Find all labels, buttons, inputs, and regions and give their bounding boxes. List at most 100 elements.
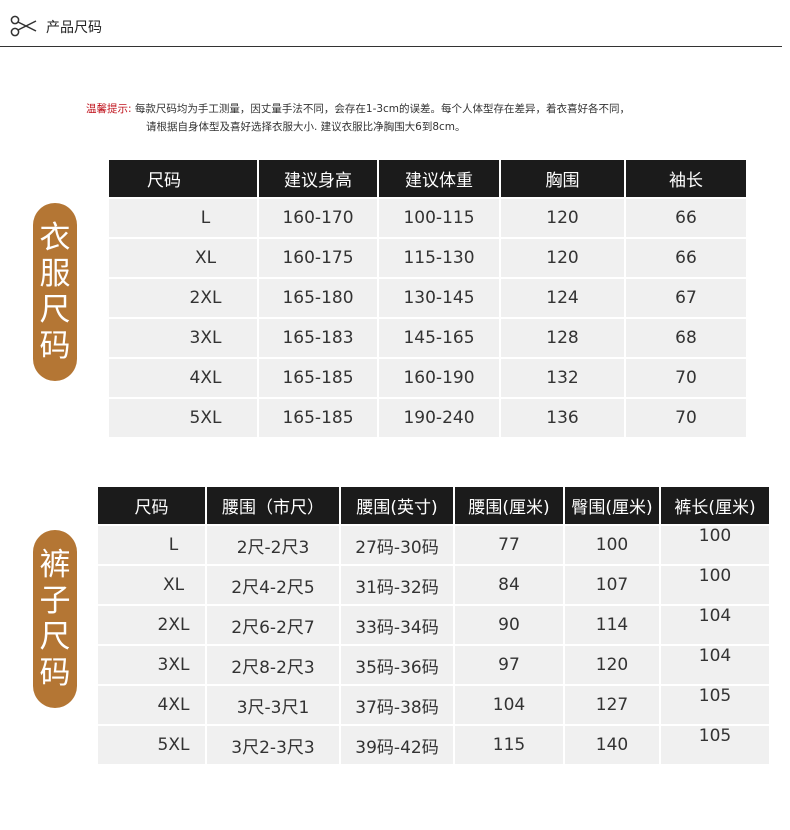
table-cell: 3尺2-3尺3: [207, 726, 339, 764]
table-cell: 160-170: [259, 199, 377, 237]
table-cell: 97: [455, 646, 563, 684]
column-header: 胸围: [501, 160, 624, 197]
column-header: 腰围（市尺）: [207, 487, 339, 524]
table-cell: 68: [626, 319, 746, 357]
table-cell: 190-240: [379, 399, 499, 437]
table-header-row: 尺码 腰围（市尺） 腰围(英寸) 腰围(厘米) 臀围(厘米) 裤长(厘米): [98, 487, 769, 524]
clothing-size-table: 尺码 建议身高 建议体重 胸围 袖长 L 160-170 100-115 120…: [107, 158, 748, 439]
table-row: 5XL 165-185 190-240 136 70: [109, 399, 746, 437]
page-header: 产品尺码: [0, 0, 790, 48]
table-cell: 136: [501, 399, 624, 437]
table-cell: 70: [626, 359, 746, 397]
table-cell: 2尺8-2尺3: [207, 646, 339, 684]
table-cell: 90: [455, 606, 563, 644]
column-header: 尺码: [98, 487, 205, 524]
table-cell: 4XL: [109, 359, 257, 397]
notice-line-1: 温馨提示: 每款尺码均为手工测量，因丈量手法不同，会存在1-3cm的误差。每个人…: [86, 100, 630, 118]
table-cell: 4XL: [98, 686, 205, 724]
table-cell: 160-175: [259, 239, 377, 277]
table-cell: 145-165: [379, 319, 499, 357]
table-cell: 132: [501, 359, 624, 397]
table-cell: 66: [626, 239, 746, 277]
table-cell: 5XL: [109, 399, 257, 437]
label-char: 子: [39, 583, 71, 619]
table-row: L 2尺-2尺3 27码-30码 77 100 100: [98, 526, 769, 564]
table-cell: 105: [661, 686, 769, 724]
pants-size-label: 裤 子 尺 码: [33, 530, 77, 708]
header-divider: [0, 46, 782, 47]
table-row: XL 160-175 115-130 120 66: [109, 239, 746, 277]
label-char: 裤: [39, 547, 71, 583]
table-cell: 77: [455, 526, 563, 564]
table-cell: 114: [565, 606, 659, 644]
table-cell: 5XL: [98, 726, 205, 764]
table-cell: 165-185: [259, 399, 377, 437]
table-cell: 3尺-3尺1: [207, 686, 339, 724]
table-row: 2XL 2尺6-2尺7 33码-34码 90 114 104: [98, 606, 769, 644]
column-header: 建议身高: [259, 160, 377, 197]
page-title: 产品尺码: [46, 20, 102, 36]
label-char: 码: [39, 655, 71, 691]
column-header: 袖长: [626, 160, 746, 197]
label-char: 服: [39, 256, 71, 292]
table-cell: 104: [661, 606, 769, 644]
column-header: 尺码: [109, 160, 257, 197]
label-char: 衣: [39, 220, 71, 256]
table-row: 4XL 3尺-3尺1 37码-38码 104 127 105: [98, 686, 769, 724]
table-cell: 105: [661, 726, 769, 764]
table-cell: 2尺-2尺3: [207, 526, 339, 564]
table-cell: 70: [626, 399, 746, 437]
label-char: 尺: [39, 292, 71, 328]
notice-text-1: 每款尺码均为手工测量，因丈量手法不同，会存在1-3cm的误差。每个人体型存在差异…: [134, 103, 631, 115]
table-cell: 27码-30码: [341, 526, 453, 564]
table-row: XL 2尺4-2尺5 31码-32码 84 107 100: [98, 566, 769, 604]
table-cell: 100-115: [379, 199, 499, 237]
table-cell: 3XL: [109, 319, 257, 357]
column-header: 臀围(厘米): [565, 487, 659, 524]
table-row: 3XL 165-183 145-165 128 68: [109, 319, 746, 357]
table-cell: 2尺6-2尺7: [207, 606, 339, 644]
table-cell: 165-183: [259, 319, 377, 357]
notice-label: 温馨提示:: [86, 103, 132, 115]
table-cell: 165-180: [259, 279, 377, 317]
table-cell: 160-190: [379, 359, 499, 397]
table-cell: 128: [501, 319, 624, 357]
notice-line-2: 请根据自身体型及喜好选择衣服大小. 建议衣服比净胸围大6到8cm。: [146, 121, 466, 133]
table-cell: 2XL: [109, 279, 257, 317]
table-cell: 115-130: [379, 239, 499, 277]
table-cell: 35码-36码: [341, 646, 453, 684]
table-cell: L: [98, 526, 205, 564]
column-header: 腰围(厘米): [455, 487, 563, 524]
table-cell: 100: [565, 526, 659, 564]
column-header: 腰围(英寸): [341, 487, 453, 524]
table-cell: L: [109, 199, 257, 237]
table-row: 2XL 165-180 130-145 124 67: [109, 279, 746, 317]
table-cell: 104: [455, 686, 563, 724]
table-cell: 37码-38码: [341, 686, 453, 724]
table-cell: 120: [501, 239, 624, 277]
table-cell: 165-185: [259, 359, 377, 397]
table-cell: 100: [661, 566, 769, 604]
column-header: 建议体重: [379, 160, 499, 197]
table-header-row: 尺码 建议身高 建议体重 胸围 袖长: [109, 160, 746, 197]
table-cell: 104: [661, 646, 769, 684]
table-row: 4XL 165-185 160-190 132 70: [109, 359, 746, 397]
table-cell: 33码-34码: [341, 606, 453, 644]
size-notice: 温馨提示: 每款尺码均为手工测量，因丈量手法不同，会存在1-3cm的误差。每个人…: [86, 100, 630, 136]
table-cell: 140: [565, 726, 659, 764]
table-cell: 2XL: [98, 606, 205, 644]
clothing-size-label: 衣 服 尺 码: [33, 203, 77, 381]
table-cell: 124: [501, 279, 624, 317]
table-cell: 67: [626, 279, 746, 317]
table-row: 5XL 3尺2-3尺3 39码-42码 115 140 105: [98, 726, 769, 764]
table-cell: 100: [661, 526, 769, 564]
table-cell: 120: [501, 199, 624, 237]
table-cell: 120: [565, 646, 659, 684]
label-char: 码: [39, 328, 71, 364]
table-cell: 39码-42码: [341, 726, 453, 764]
table-cell: 31码-32码: [341, 566, 453, 604]
table-cell: 107: [565, 566, 659, 604]
table-cell: 66: [626, 199, 746, 237]
table-cell: 115: [455, 726, 563, 764]
table-cell: 3XL: [98, 646, 205, 684]
